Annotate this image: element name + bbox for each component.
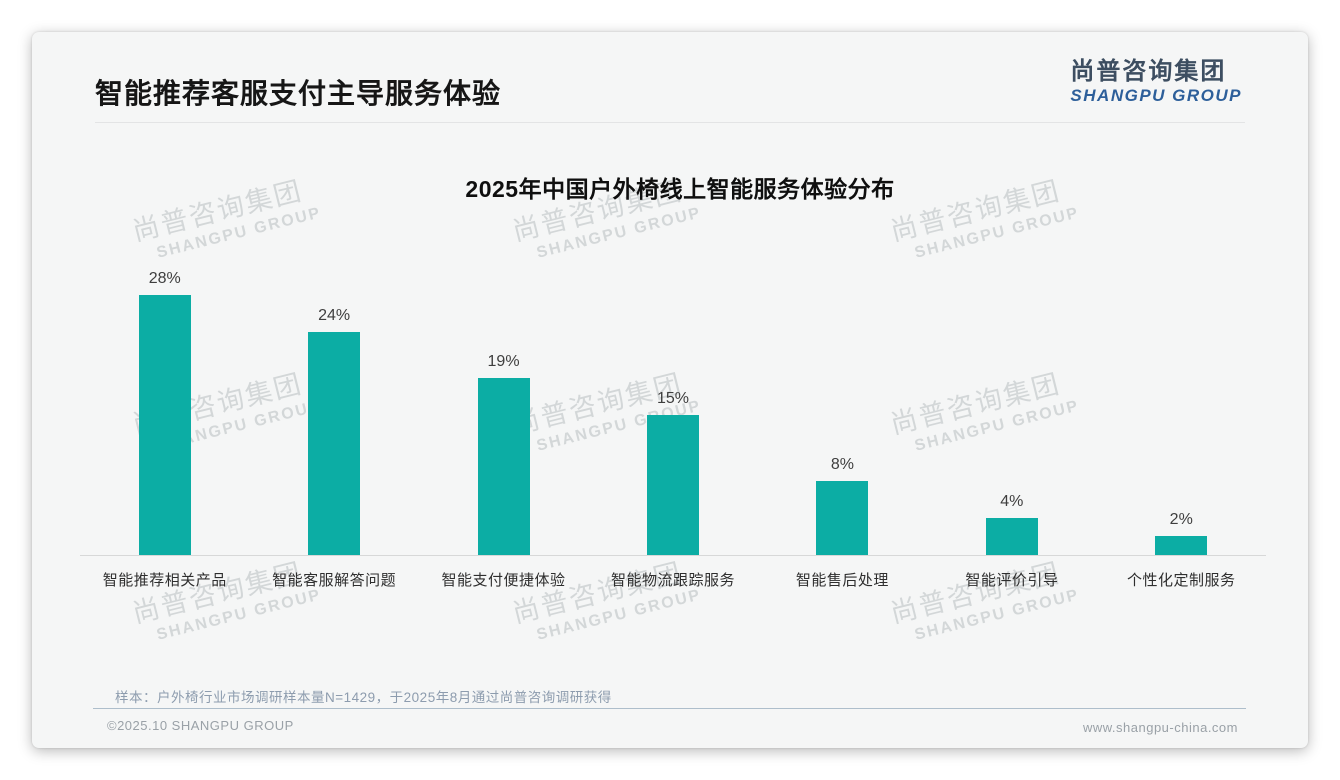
footer-divider bbox=[93, 708, 1246, 709]
bar-column: 8% bbox=[758, 456, 927, 555]
bar-column: 15% bbox=[588, 390, 757, 555]
plot-area: 28% 24% 19% 15% 8% 4% 2% bbox=[80, 192, 1266, 555]
bar-category-label: 智能评价引导 bbox=[965, 572, 1059, 589]
bar-column: 19% bbox=[419, 353, 588, 555]
bar-column: 4% bbox=[927, 493, 1096, 555]
bar bbox=[477, 378, 530, 555]
category-row: 智能推荐相关产品 智能客服解答问题 智能支付便捷体验 智能物流跟踪服务 智能售后处理 智能… bbox=[80, 569, 1266, 590]
bar-value-label: 8% bbox=[830, 456, 854, 473]
header-divider bbox=[95, 122, 1245, 123]
sample-note: 样本：户外椅行业市场调研样本量N=1429，于2025年8月通过尚普咨询调研获得 bbox=[115, 690, 612, 705]
copyright-text: ©2025.10 SHANGPU GROUP bbox=[107, 718, 294, 733]
bar-category-label: 智能支付便捷体验 bbox=[441, 572, 566, 589]
bar-value-label: 24% bbox=[318, 307, 351, 324]
bar bbox=[1155, 536, 1208, 555]
bar-value-label: 28% bbox=[148, 270, 181, 287]
bar-category-label: 个性化定制服务 bbox=[1126, 572, 1236, 589]
bar-value-label: 4% bbox=[1000, 493, 1024, 510]
bar-value-label: 19% bbox=[487, 353, 520, 370]
logo-chinese-text: 尚普咨询集团 bbox=[1070, 58, 1227, 85]
chart-title: 2025年中国户外椅线上智能服务体验分布 bbox=[465, 176, 895, 202]
bar-value-label: 15% bbox=[656, 390, 689, 407]
bar-column: 28% bbox=[80, 270, 249, 555]
x-axis-line bbox=[80, 555, 1266, 556]
bar-chart: 2025年中国户外椅线上智能服务体验分布 28% 24% 19% 15% 8% 4% 2% … bbox=[32, 32, 1308, 748]
bar-column: 24% bbox=[249, 307, 418, 555]
bar-category-label: 智能客服解答问题 bbox=[272, 572, 397, 589]
bar-value-label: 2% bbox=[1169, 511, 1193, 528]
bar bbox=[138, 295, 191, 555]
logo-english-text: SHANGPU GROUP bbox=[1070, 85, 1242, 105]
page-title: 智能推荐客服支付主导服务体验 bbox=[95, 78, 502, 109]
bar bbox=[308, 332, 361, 555]
bar-column: 2% bbox=[1097, 511, 1266, 555]
bar bbox=[985, 518, 1038, 555]
bar bbox=[646, 415, 699, 555]
bar bbox=[816, 481, 869, 555]
website-text: www.shangpu-china.com bbox=[1082, 720, 1238, 735]
bar-category-label: 智能售后处理 bbox=[795, 572, 889, 589]
bar-category-label: 智能推荐相关产品 bbox=[102, 572, 227, 589]
company-logo: 尚普咨询集团 SHANGPU GROUP bbox=[1070, 58, 1242, 105]
bar-category-label: 智能物流跟踪服务 bbox=[610, 572, 735, 589]
report-slide: 尚普咨询集团 SHANGPU GROUP 尚普咨询集团 SHANGPU GROUP 尚普… bbox=[32, 32, 1308, 748]
